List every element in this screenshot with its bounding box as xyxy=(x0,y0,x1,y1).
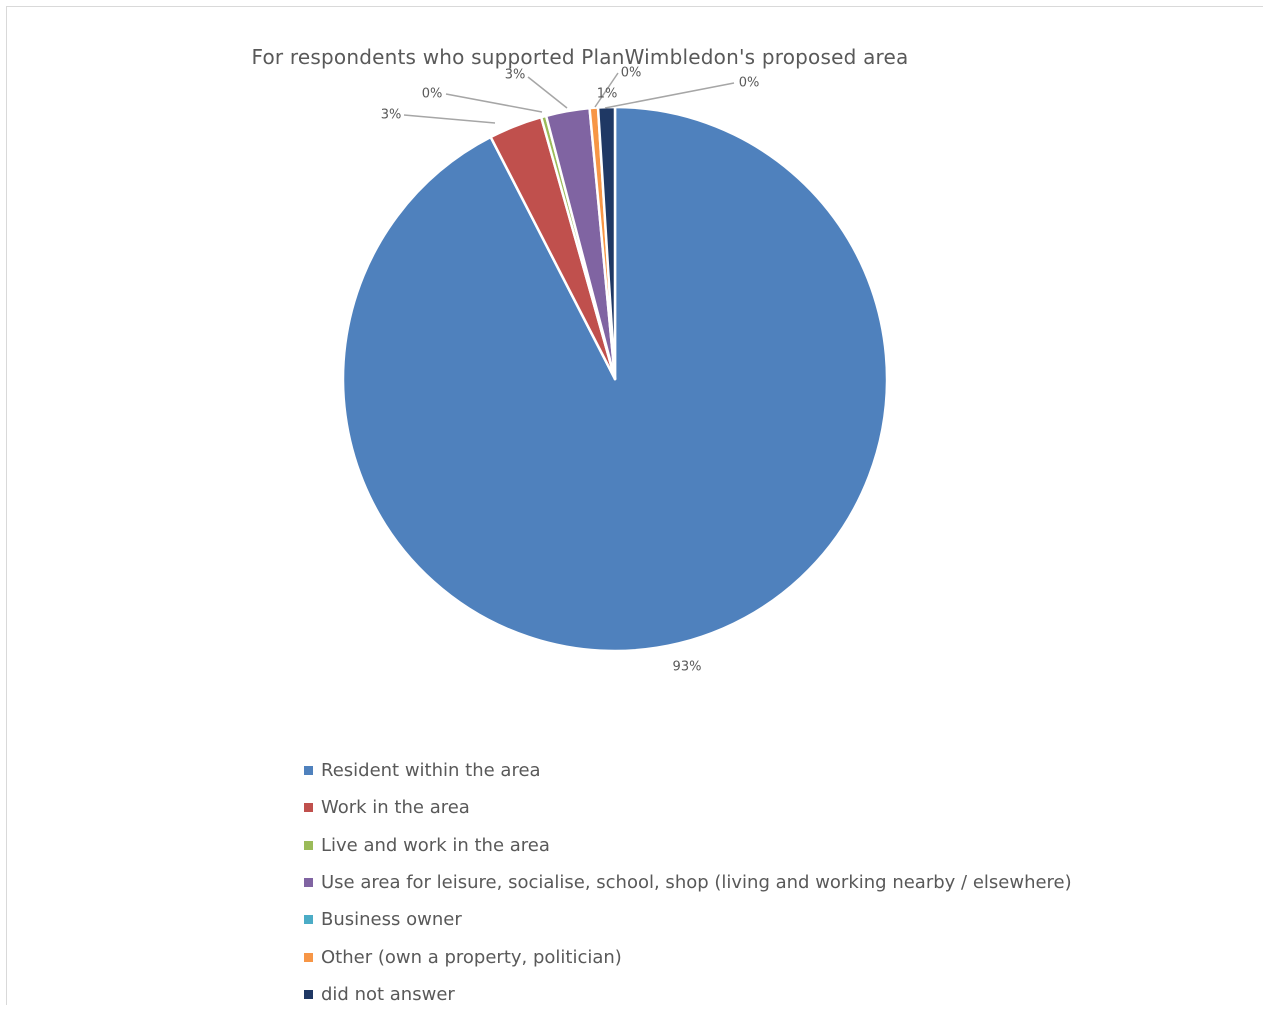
legend-item-did-not-answer: did not answer xyxy=(304,976,1072,1013)
leader-line-live-and-work-in-the-area xyxy=(445,93,543,113)
legend-swatch xyxy=(304,915,313,925)
data-label-use-area-for-leisure-socialise-school-shop-living-and-working-nearby-elsewhere: 3% xyxy=(505,68,526,83)
legend-swatch xyxy=(304,803,313,813)
legend-item-business-owner: Business owner xyxy=(304,901,1072,938)
leader-line-work-in-the-area xyxy=(403,114,496,124)
data-labels: 93%3%0%3% 0%1%0% xyxy=(381,66,760,675)
chart-title: For respondents who supported PlanWimble… xyxy=(251,45,909,69)
legend-swatch xyxy=(304,952,313,962)
data-label-work-in-the-area: 3% xyxy=(381,108,402,123)
legend-label: Business owner xyxy=(321,909,462,931)
data-label-did-not-answer: 0% xyxy=(739,76,760,91)
legend-item-resident-within-the-area: Resident within the area xyxy=(304,752,1072,789)
legend-label: Use area for leisure, socialise, school,… xyxy=(321,872,1072,894)
legend-swatch xyxy=(304,989,313,999)
leader-lines xyxy=(403,72,735,124)
data-label-live-and-work-in-the-area: 0% xyxy=(422,87,443,102)
chart-area: 93% 3% 0% 3% 0% 1% 0% For respondents who supp… xyxy=(6,6,1263,1005)
legend-item-use-area-for-leisure-socialise-school-shop-living-and-working-nearby-elsewhere: Use area for leisure, socialise, school,… xyxy=(304,864,1072,901)
leader-line-did-not-answer xyxy=(604,82,735,109)
pie-slices xyxy=(341,105,889,653)
legend-label: Work in the area xyxy=(321,797,470,819)
legend-swatch xyxy=(304,840,313,850)
legend-item-work-in-the-area: Work in the area xyxy=(304,789,1072,826)
legend-swatch xyxy=(304,766,313,776)
legend-label: did not answer xyxy=(321,983,455,1005)
pie-chart: 93%3%0%3% 0%1%0% xyxy=(341,66,889,675)
legend-label: Other (own a property, politician) xyxy=(321,946,622,968)
data-label-other-own-a-property-politician: 1% xyxy=(597,87,618,102)
data-label-resident-within-the-area: 93% xyxy=(673,660,702,675)
legend-label: Live and work in the area xyxy=(321,834,550,856)
legend-label: Resident within the area xyxy=(321,760,541,782)
legend-item-other-own-a-property-politician: Other (own a property, politician) xyxy=(304,938,1072,975)
leader-line-use-area-for-leisure-socialise-school-shop-living-and-working-nearby-elsewhere xyxy=(527,76,568,109)
legend-item-live-and-work-in-the-area: Live and work in the area xyxy=(304,827,1072,864)
legend-swatch xyxy=(304,878,313,888)
data-label-business-owner: 0% xyxy=(621,66,642,81)
legend: Resident within the area Work in the area… xyxy=(304,752,1072,1013)
leader-line-business-owner xyxy=(594,72,619,108)
